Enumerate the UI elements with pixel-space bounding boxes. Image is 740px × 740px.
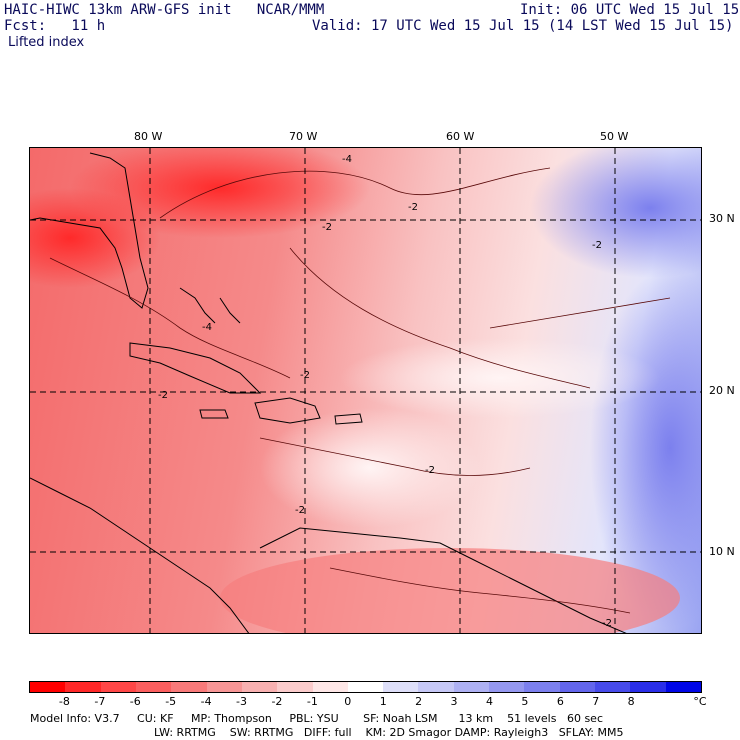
contour-atlantic <box>289 247 591 389</box>
contour-label: -4 <box>342 154 352 165</box>
colorbar-swatch <box>524 682 560 692</box>
gulf-instability-area <box>30 188 160 288</box>
colorbar-swatch <box>453 682 490 692</box>
colorbar-unit: °C <box>693 695 707 708</box>
forecast-hour: Fcst: 11 h <box>4 18 106 34</box>
valid-time: Valid: 17 UTC Wed 15 Jul 15 (14 LST Wed … <box>312 18 734 34</box>
field-name: Lifted index <box>8 35 85 50</box>
central-america-coast <box>30 477 250 633</box>
contours <box>49 167 671 614</box>
colorbar-tick-label: 3 <box>450 695 458 708</box>
contour-south <box>329 567 631 614</box>
contour-gulf <box>49 257 291 379</box>
colorbar-tick-label: -1 <box>306 695 318 708</box>
contour-label: -4 <box>202 322 212 333</box>
contour-east <box>489 297 671 329</box>
colorbar-swatch <box>383 682 419 692</box>
colorbar-swatch <box>277 682 313 692</box>
lon-label-60w: 60 W <box>446 130 475 143</box>
contour-label: -2 <box>158 390 168 401</box>
map-graphic: -4 -2 -2 -2 -2 -4 -2 -2 -2 -2 <box>30 148 701 633</box>
neutral-area-caribbean <box>260 408 480 528</box>
colorbar-tick-label: -3 <box>236 695 247 708</box>
colorbar <box>29 681 702 693</box>
colorbar-tick-label: 4 <box>485 695 493 708</box>
colorbar-tick-label: 2 <box>415 695 423 708</box>
colorbar-swatch <box>665 682 701 692</box>
lifted-index-map: -4 -2 -2 -2 -2 -4 -2 -2 -2 -2 <box>29 147 702 634</box>
colorbar-tick-label: 5 <box>521 695 529 708</box>
florida-coast <box>30 152 149 309</box>
lon-label-50w: 50 W <box>600 130 629 143</box>
contour-label: -2 <box>602 618 612 629</box>
cuba-coast <box>129 342 262 394</box>
colorbar-swatch <box>489 682 525 692</box>
colorbar-swatch <box>135 682 172 692</box>
lat-label-20n: 20 N <box>709 384 735 397</box>
init-time: Init: 06 UTC Wed 15 Jul 15 <box>520 2 740 18</box>
colorbar-swatch <box>100 682 136 692</box>
contour-label: -2 <box>425 465 435 476</box>
model-title: HAIC-HIWC 13km ARW-GFS init NCAR/MMM <box>4 2 325 18</box>
colorbar-tick-label: -7 <box>94 695 106 708</box>
colorbar-swatch <box>595 682 631 692</box>
colorbar-swatch <box>630 682 666 692</box>
colorbar-tick-label: 6 <box>556 695 564 708</box>
colorbar-swatch <box>559 682 595 692</box>
colorbar-swatch <box>347 682 384 692</box>
colorbar-swatch <box>206 682 242 692</box>
south-america-coast <box>259 527 627 633</box>
colorbar-swatch <box>65 682 101 692</box>
colorbar-tick-label: 0 <box>344 695 352 708</box>
colorbar-tick-label: -2 <box>271 695 283 708</box>
jamaica-coast <box>199 409 229 419</box>
hispaniola-coast <box>254 397 321 424</box>
lon-label-70w: 70 W <box>289 130 318 143</box>
colorbar-tick-label: -5 <box>165 695 177 708</box>
colorbar-tick-label: 1 <box>379 695 387 708</box>
colorbar-tick-label: -4 <box>200 695 212 708</box>
contour-label: -2 <box>300 370 310 381</box>
stable-area-northeast <box>530 148 701 278</box>
colorbar-swatch <box>312 682 348 692</box>
contour-label: -2 <box>592 240 602 251</box>
colorbar-swatch <box>171 682 207 692</box>
model-info-line2: LW: RRTMG SW: RRTMG DIFF: full KM: 2D Sm… <box>154 726 624 739</box>
bahamas <box>179 287 241 324</box>
colorbar-swatch <box>30 682 66 692</box>
colorbar-swatch <box>418 682 454 692</box>
colorbar-tick-label: -6 <box>129 695 141 708</box>
colorbar-tick-label: 8 <box>627 695 635 708</box>
contour-north <box>159 167 551 219</box>
model-info-line1: Model Info: V3.7 CU: KF MP: Thompson PBL… <box>30 712 603 725</box>
colorbar-tick-label: 7 <box>592 695 600 708</box>
contour-label: -2 <box>322 222 332 233</box>
colorbar-swatch <box>241 682 278 692</box>
lon-label-80w: 80 W <box>134 130 163 143</box>
contour-label: -2 <box>295 505 305 516</box>
graticule <box>30 148 701 633</box>
lat-label-10n: 10 N <box>709 545 735 558</box>
contour-label: -2 <box>408 202 418 213</box>
colorbar-tick-label: -8 <box>58 695 70 708</box>
lat-label-30n: 30 N <box>709 212 735 225</box>
contour-caribbean <box>259 437 531 476</box>
neutral-band <box>340 338 660 418</box>
coastlines <box>30 152 627 633</box>
puerto-rico-coast <box>334 413 363 425</box>
